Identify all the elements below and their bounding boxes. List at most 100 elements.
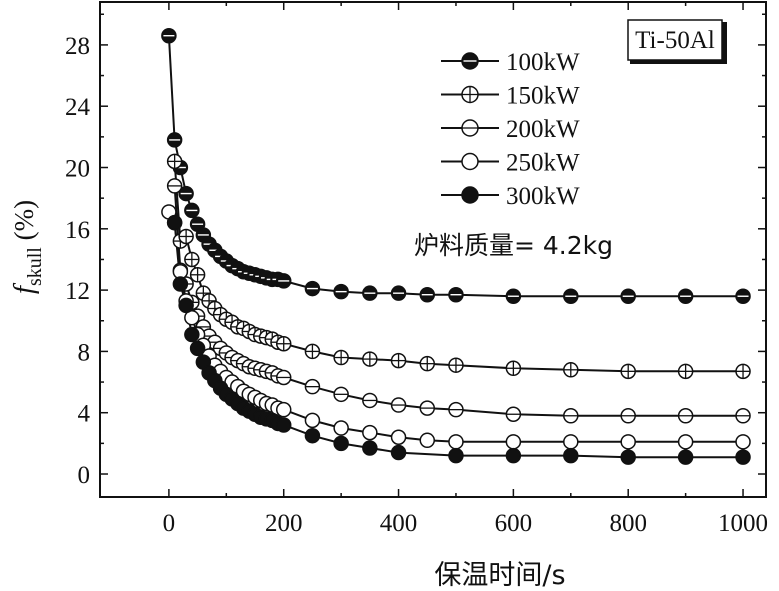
y-axis-ticks: 0 4 8 12 16 20 24 28 bbox=[65, 13, 766, 489]
legend-label: 100kW bbox=[506, 49, 580, 76]
legend-marker bbox=[461, 119, 479, 137]
x-axis-ticks: 0 200 400 600 800 1000 bbox=[163, 2, 768, 537]
series-points-300kW bbox=[166, 214, 751, 465]
data-point-250kW-shape bbox=[563, 434, 579, 450]
data-point-300kW bbox=[677, 449, 694, 465]
series-layer bbox=[161, 27, 751, 465]
data-point-250kW bbox=[275, 401, 292, 418]
legend-item: 200kW bbox=[441, 116, 580, 143]
data-point-250kW bbox=[735, 434, 751, 450]
data-point-100kW bbox=[677, 288, 694, 304]
y-tick-label: 8 bbox=[78, 339, 91, 366]
data-point-300kW-shape bbox=[448, 447, 464, 464]
data-point-100kW bbox=[166, 132, 183, 148]
data-point-250kW-shape bbox=[390, 429, 407, 445]
data-point-100kW bbox=[448, 286, 464, 303]
data-point-100kW bbox=[419, 286, 436, 303]
data-point-100kW bbox=[178, 185, 194, 202]
data-point-250kW-shape bbox=[275, 401, 292, 418]
data-point-100kW bbox=[184, 202, 200, 219]
legend-label: 300kW bbox=[506, 183, 580, 210]
svg-text:fskull (%): fskull (%) bbox=[8, 200, 46, 294]
series-markers bbox=[161, 27, 751, 465]
data-point-300kW-shape bbox=[275, 417, 292, 433]
data-point-200kW bbox=[505, 406, 522, 422]
data-point-200kW bbox=[419, 400, 436, 416]
legend-item: 150kW bbox=[441, 83, 580, 110]
data-point-300kW-shape bbox=[172, 276, 189, 292]
data-point-100kW bbox=[390, 285, 407, 301]
data-point-300kW bbox=[304, 427, 321, 444]
data-point-150kW bbox=[735, 363, 751, 380]
x-tick-label: 400 bbox=[380, 510, 418, 537]
data-point-200kW bbox=[166, 178, 183, 194]
data-point-300kW bbox=[275, 417, 292, 433]
x-tick-label: 600 bbox=[495, 510, 533, 537]
data-point-150kW bbox=[563, 362, 579, 378]
data-point-250kW bbox=[677, 434, 694, 450]
data-point-300kW bbox=[362, 440, 378, 456]
data-point-300kW-shape bbox=[505, 447, 522, 464]
legend-marker-shape bbox=[461, 186, 479, 204]
data-point-100kW bbox=[563, 288, 579, 304]
data-point-300kW-shape bbox=[677, 449, 694, 465]
data-point-300kW-shape bbox=[563, 447, 579, 464]
data-point-250kW-shape bbox=[184, 309, 200, 326]
data-point-150kW bbox=[178, 228, 194, 245]
data-point-200kW bbox=[362, 392, 378, 409]
data-point-250kW-shape bbox=[505, 434, 522, 450]
alloy-label-box: Ti-50Al bbox=[627, 19, 727, 64]
data-point-250kW-shape bbox=[333, 420, 349, 436]
annotation-charge-mass: 炉料质量= 4.2kg bbox=[414, 231, 613, 260]
data-point-250kW bbox=[184, 309, 200, 326]
data-point-100kW bbox=[161, 27, 177, 44]
data-point-250kW bbox=[620, 434, 636, 450]
data-point-250kW bbox=[304, 412, 321, 429]
data-point-100kW bbox=[735, 288, 751, 304]
data-point-200kW bbox=[563, 408, 579, 424]
data-point-150kW bbox=[184, 251, 200, 268]
data-point-200kW bbox=[448, 401, 464, 418]
x-tick-label: 0 bbox=[163, 510, 176, 537]
data-point-300kW-shape bbox=[390, 444, 407, 461]
data-point-150kW bbox=[677, 363, 694, 380]
y-axis-title-sub: skull bbox=[24, 247, 46, 286]
y-tick-label: 20 bbox=[65, 156, 90, 183]
data-point-150kW bbox=[505, 360, 522, 377]
data-point-300kW bbox=[172, 276, 189, 292]
series-points-200kW bbox=[166, 178, 751, 424]
legend-marker bbox=[461, 152, 479, 171]
data-point-200kW bbox=[677, 408, 694, 424]
legend: 100kW 150kW 200kW 250kW 300kW bbox=[441, 49, 580, 210]
data-point-150kW bbox=[304, 343, 321, 360]
data-point-150kW bbox=[333, 349, 349, 366]
x-tick-label: 800 bbox=[609, 510, 647, 537]
data-point-300kW bbox=[166, 214, 183, 231]
data-point-300kW bbox=[620, 449, 636, 465]
legend-marker bbox=[461, 85, 479, 104]
data-point-250kW bbox=[563, 434, 579, 450]
data-point-150kW bbox=[448, 357, 464, 373]
data-point-300kW-shape bbox=[620, 449, 636, 465]
data-point-250kW-shape bbox=[304, 412, 321, 429]
data-point-200kW bbox=[304, 378, 321, 395]
data-point-250kW-shape bbox=[620, 434, 636, 450]
legend-label: 150kW bbox=[506, 83, 580, 110]
data-point-100kW bbox=[620, 288, 636, 304]
y-tick-label: 24 bbox=[65, 94, 91, 121]
data-point-150kW bbox=[620, 363, 636, 380]
data-point-250kW bbox=[448, 434, 464, 450]
data-point-300kW bbox=[333, 435, 349, 452]
series-points-100kW bbox=[161, 27, 751, 304]
data-point-100kW bbox=[362, 285, 378, 301]
data-point-300kW-shape bbox=[178, 297, 194, 314]
data-point-150kW bbox=[275, 335, 292, 352]
y-tick-label: 28 bbox=[65, 33, 90, 60]
data-point-100kW bbox=[505, 288, 522, 304]
data-point-250kW-shape bbox=[362, 424, 378, 441]
data-point-300kW-shape bbox=[166, 214, 183, 231]
data-point-250kW-shape bbox=[448, 434, 464, 450]
data-point-150kW bbox=[419, 355, 436, 372]
data-point-250kW-shape bbox=[419, 432, 436, 449]
